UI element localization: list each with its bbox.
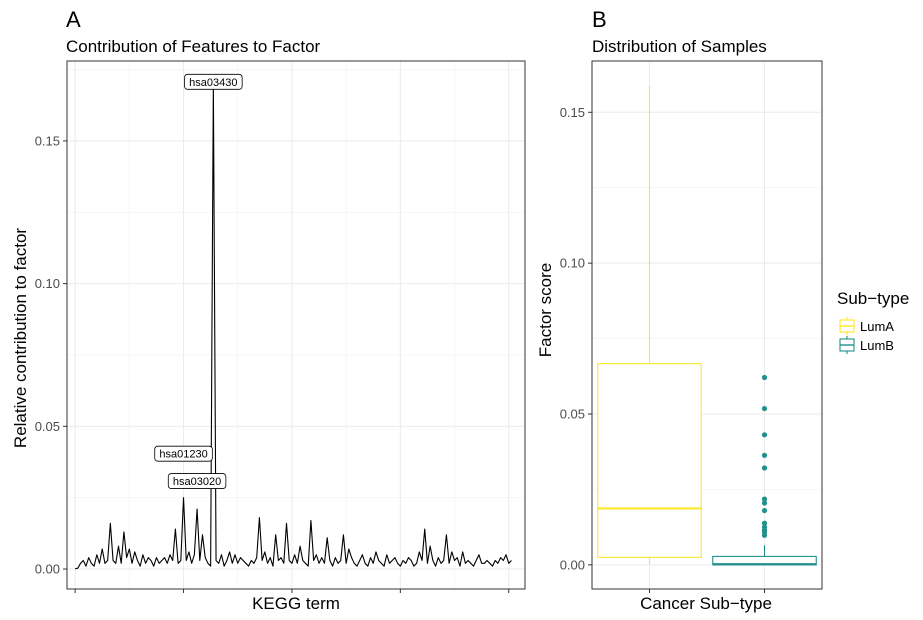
box-iqr <box>597 363 702 558</box>
panel-b-y-axis-title: Factor score <box>536 263 555 357</box>
legend-item-luma: LumA <box>839 317 894 335</box>
panel-a-x-axis-title: KEGG term <box>252 594 340 613</box>
box-outlier <box>761 432 768 438</box>
panel-a-annotation-box <box>184 73 243 90</box>
panel-a-annotation: hsa03430 <box>184 73 243 90</box>
panel-a-frame <box>66 60 526 590</box>
panel-a-y-axis: 0.00 0.05 0.10 0.15 <box>35 133 67 577</box>
panel-b-frame <box>591 60 823 590</box>
panel-b-y-tick-label: 0.00 <box>560 557 585 572</box>
panel-a-y-tick-label: 0.05 <box>35 419 60 434</box>
box-outlier <box>761 465 768 471</box>
panel-a-series-line <box>75 83 512 570</box>
legend-label: LumB <box>860 338 894 353</box>
panel-a-y-tick-label: 0.00 <box>35 562 60 577</box>
panel-a-y-tick-label: 0.15 <box>35 133 60 148</box>
panel-a-annotation-box <box>154 445 213 462</box>
panel-b-y-tick-label: 0.05 <box>560 407 585 422</box>
panel-a-annotation-label: hsa01230 <box>159 449 207 461</box>
panel-b-x-axis <box>649 589 765 593</box>
box-outlier <box>761 500 768 506</box>
box-luma <box>597 85 702 564</box>
panel-a-gridlines <box>67 61 525 589</box>
panel-a-annotation-box <box>167 473 227 489</box>
box-outlier <box>761 452 768 458</box>
panel-b-y-tick-label: 0.15 <box>560 105 585 120</box>
box-outlier <box>761 374 768 381</box>
panel-a-y-axis-title: Relative contribution to factor <box>11 228 30 449</box>
panel-b-x-axis-title: Cancer Sub−type <box>640 594 772 613</box>
panel-a-title: Contribution of Features to Factor <box>66 37 321 56</box>
panel-b-y-tick-label: 0.10 <box>560 256 585 271</box>
box-lumb <box>712 374 817 566</box>
panel-a-annotations: hsa03430 hsa01230 hsa03020 <box>154 73 243 489</box>
box-outlier <box>761 532 768 538</box>
legend-title: Sub−type <box>837 289 909 308</box>
panel-b-tag: B <box>592 7 607 32</box>
legend-label: LumA <box>860 319 894 334</box>
legend: Sub−type LumA LumB <box>837 289 909 354</box>
panel-b: B Distribution of Samples 0.000.050.100.… <box>536 7 823 613</box>
panel-b-y-axis: 0.00 0.05 0.10 0.15 <box>560 105 592 572</box>
box-outlier <box>761 507 768 514</box>
panel-a-annotation-label: hsa03020 <box>173 476 221 488</box>
box-outlier <box>761 405 768 412</box>
legend-items: LumA LumB <box>839 317 894 354</box>
panel-b-title: Distribution of Samples <box>592 37 767 56</box>
box-outlier <box>761 520 768 526</box>
panel-b-boxes <box>597 85 817 566</box>
panel-a-series <box>75 83 512 570</box>
panel-a-annotation: hsa01230 <box>154 445 213 462</box>
panel-a-annotation: hsa03020 <box>167 473 227 489</box>
box-outlier <box>761 496 768 502</box>
panel-a-tag: A <box>66 7 81 32</box>
panel-a-y-tick-label: 0.10 <box>35 276 60 291</box>
panel-a-annotation-label: hsa03430 <box>189 77 237 89</box>
panel-a-x-axis <box>74 589 510 593</box>
legend-item-lumb: LumB <box>839 336 894 354</box>
panel-a: A Contribution of Features to Factor hsa… <box>11 7 526 613</box>
